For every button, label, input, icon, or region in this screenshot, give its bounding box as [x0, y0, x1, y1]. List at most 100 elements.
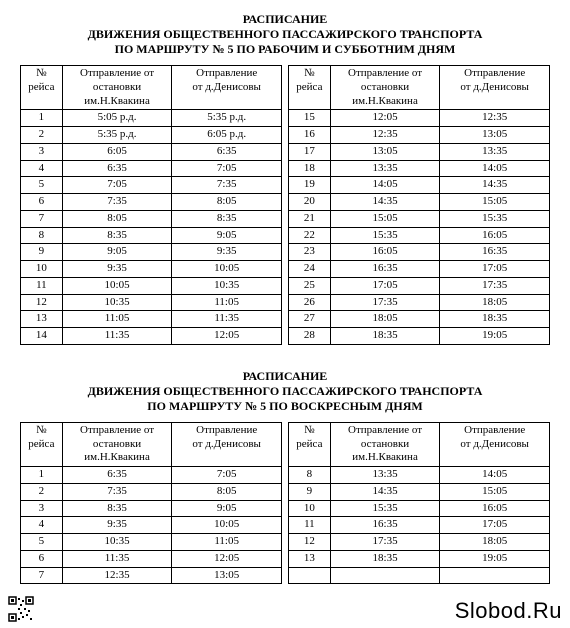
table-row: 2517:0517:35: [289, 277, 550, 294]
table-cell: 24: [289, 261, 331, 278]
table-row: 99:059:35: [21, 244, 282, 261]
table-cell: 14:05: [440, 467, 550, 484]
table-row: 67:358:05: [21, 194, 282, 211]
table-cell: 12: [289, 534, 331, 551]
table-cell: 9: [21, 244, 63, 261]
section2-title: РАСПИСАНИЕ ДВИЖЕНИЯ ОБЩЕСТВЕННОГО ПАССАЖ…: [20, 369, 550, 414]
table-cell: 17:35: [330, 294, 440, 311]
table-cell: 28: [289, 328, 331, 345]
table-cell: 7: [21, 210, 63, 227]
table-cell: 12:05: [172, 328, 282, 345]
table-row: 16:357:05: [21, 467, 282, 484]
table-cell: 9:05: [172, 500, 282, 517]
table-cell: 4: [21, 160, 63, 177]
table-cell: 13:05: [172, 567, 282, 584]
table-cell: 19:05: [440, 328, 550, 345]
table-cell: 18: [289, 160, 331, 177]
table-cell: 6:35: [172, 143, 282, 160]
title-line: ДВИЖЕНИЯ ОБЩЕСТВЕННОГО ПАССАЖИРСКОГО ТРА…: [20, 384, 550, 399]
table-row: 57:057:35: [21, 177, 282, 194]
table-cell: 14:05: [440, 160, 550, 177]
table-cell: 2: [21, 483, 63, 500]
table-cell: 14:35: [440, 177, 550, 194]
table-cell: 19:05: [440, 550, 550, 567]
table-cell: 18:05: [440, 534, 550, 551]
table-cell: 4: [21, 517, 63, 534]
table-cell: 15:05: [330, 210, 440, 227]
table-cell: 13:35: [330, 467, 440, 484]
table-cell: 12:05: [172, 550, 282, 567]
table-cell: 16:35: [330, 517, 440, 534]
table-row: 1116:3517:05: [289, 517, 550, 534]
table-row: 2316:0516:35: [289, 244, 550, 261]
table-cell: 6:05 р.д.: [172, 127, 282, 144]
table-row: 38:359:05: [21, 500, 282, 517]
table-cell: 12:35: [62, 567, 172, 584]
table-row: 2115:0515:35: [289, 210, 550, 227]
table-cell: 5:35 р.д.: [172, 110, 282, 127]
table-cell: 11:05: [172, 294, 282, 311]
table-cell: 11:05: [62, 311, 172, 328]
table-cell: 17:05: [440, 517, 550, 534]
table-cell: 21: [289, 210, 331, 227]
table-cell: 10:35: [62, 294, 172, 311]
table-cell: 15:35: [440, 210, 550, 227]
table-row: 1612:3513:05: [289, 127, 550, 144]
col-num: № рейса: [21, 66, 63, 110]
table-cell: 1: [21, 110, 63, 127]
table-cell: 18:35: [440, 311, 550, 328]
table-cell: [289, 567, 331, 584]
table-cell: 16:35: [330, 261, 440, 278]
table-cell: 6:35: [62, 160, 172, 177]
col-dep1: Отправление от остановки им.Н.Квакина: [330, 66, 440, 110]
title-line: РАСПИСАНИЕ: [20, 369, 550, 384]
table-cell: 13:35: [440, 143, 550, 160]
table-row: 1813:3514:05: [289, 160, 550, 177]
table-cell: 15:05: [440, 483, 550, 500]
table-cell: 17:35: [440, 277, 550, 294]
table-row: 49:3510:05: [21, 517, 282, 534]
table-cell: 18:35: [330, 328, 440, 345]
table-cell: 17:35: [330, 534, 440, 551]
table-row: 15:05 р.д.5:35 р.д.: [21, 110, 282, 127]
table-cell: 1: [21, 467, 63, 484]
table-cell: 18:35: [330, 550, 440, 567]
table-cell: 6:35: [62, 467, 172, 484]
table-row: 27:358:05: [21, 483, 282, 500]
table-cell: 16:35: [440, 244, 550, 261]
table-cell: 10:05: [172, 517, 282, 534]
table-row: 2617:3518:05: [289, 294, 550, 311]
table-row: 1110:0510:35: [21, 277, 282, 294]
table-cell: 5:35 р.д.: [62, 127, 172, 144]
table-cell: 10:35: [172, 277, 282, 294]
table-row: [289, 567, 550, 584]
table-cell: 13: [21, 311, 63, 328]
table-cell: 11:05: [172, 534, 282, 551]
table-cell: 8:35: [62, 227, 172, 244]
table-row: 1914:0514:35: [289, 177, 550, 194]
table-row: 2416:3517:05: [289, 261, 550, 278]
table-cell: 2: [21, 127, 63, 144]
table-cell: 7:35: [62, 483, 172, 500]
table-cell: 13:05: [330, 143, 440, 160]
table-cell: 12: [21, 294, 63, 311]
table-cell: 11:35: [62, 328, 172, 345]
table-cell: 9:35: [62, 517, 172, 534]
table-cell: 8: [289, 467, 331, 484]
table-cell: 9:05: [62, 244, 172, 261]
section1-title: РАСПИСАНИЕ ДВИЖЕНИЯ ОБЩЕСТВЕННОГО ПАССАЖ…: [20, 12, 550, 57]
table-row: 510:3511:05: [21, 534, 282, 551]
table-row: 813:3514:05: [289, 467, 550, 484]
table-cell: 16:05: [440, 500, 550, 517]
table-cell: 9:35: [62, 261, 172, 278]
table-row: 88:359:05: [21, 227, 282, 244]
table-cell: 9:35: [172, 244, 282, 261]
table-cell: 18:05: [440, 294, 550, 311]
table-cell: 18:05: [330, 311, 440, 328]
table-cell: 7:05: [172, 467, 282, 484]
table-row: 2818:3519:05: [289, 328, 550, 345]
table-cell: 12:35: [330, 127, 440, 144]
table-row: 1713:0513:35: [289, 143, 550, 160]
table-row: 712:3513:05: [21, 567, 282, 584]
table-cell: 10:05: [172, 261, 282, 278]
